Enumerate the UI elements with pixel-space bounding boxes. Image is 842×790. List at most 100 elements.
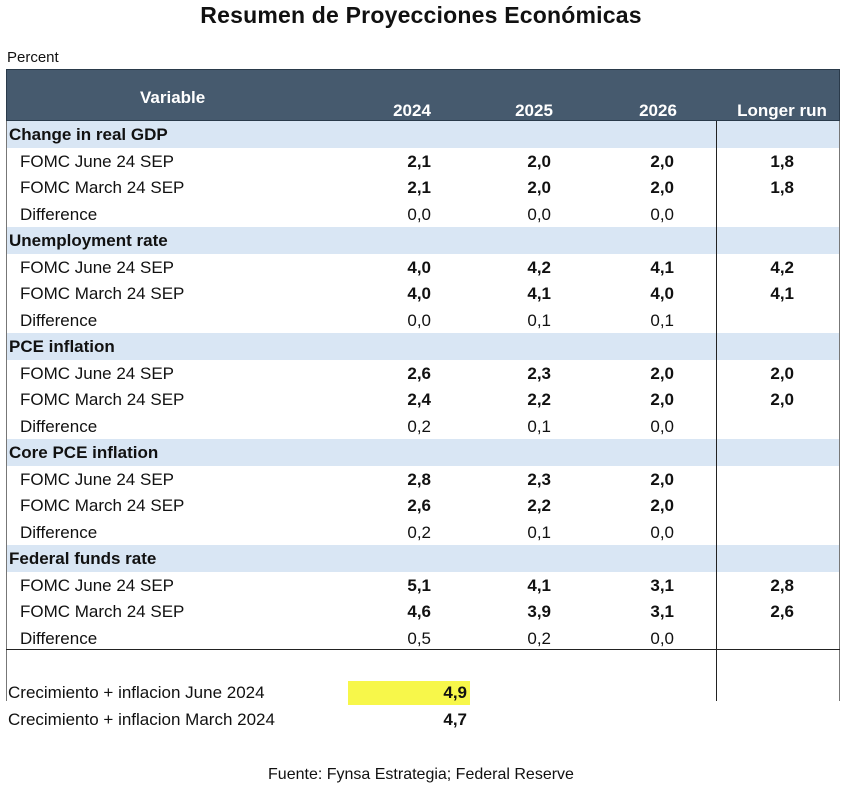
section-title: Change in real GDP	[9, 125, 168, 144]
row-label: Difference	[20, 522, 98, 542]
cell-v2026: 2,0	[650, 469, 674, 489]
cell-longer: 1,8	[770, 178, 794, 197]
header-year-2026: 2026	[639, 101, 677, 120]
cell-v2026: 3,1	[650, 602, 674, 621]
row-label: FOMC June 24 SEP	[20, 257, 175, 277]
table-left-border	[6, 121, 7, 701]
cell-longer: 4,1	[770, 284, 794, 303]
row-label: Difference	[20, 310, 98, 330]
cell-v2026: 0,1	[650, 310, 674, 330]
row-label: FOMC March 24 SEP	[20, 496, 185, 515]
cell-v2025: 2,3	[527, 363, 551, 383]
table-row: Difference 0,2 0,1 0,0	[6, 519, 840, 546]
table-row: FOMC June 24 SEP 2,8 2,3 2,0	[6, 466, 840, 493]
section-row: Unemployment rate	[6, 227, 840, 254]
table-row: FOMC March 24 SEP 2,6 2,2 2,0	[6, 492, 840, 519]
summary-value-march: 4,7	[443, 710, 467, 729]
header-year-2025: 2025	[515, 101, 553, 120]
row-label: Difference	[20, 204, 98, 224]
section-row: Core PCE inflation	[6, 439, 840, 466]
cell-v2026: 0,0	[650, 522, 674, 542]
cell-longer: 2,0	[770, 390, 794, 409]
longer-run-divider	[716, 121, 717, 701]
cell-v2024: 2,6	[407, 496, 431, 515]
row-label: FOMC June 24 SEP	[20, 575, 175, 595]
cell-v2024: 0,2	[407, 416, 431, 436]
header-year-2024: 2024	[393, 101, 431, 120]
cell-v2024: 5,1	[407, 575, 431, 595]
cell-v2025: 2,0	[527, 178, 551, 197]
table-row: Difference 0,5 0,2 0,0	[6, 625, 840, 652]
table-right-border	[839, 121, 840, 701]
cell-v2026: 3,1	[650, 575, 674, 595]
cell-v2025: 3,9	[527, 602, 551, 621]
cell-v2025: 2,0	[527, 151, 551, 171]
row-label: FOMC March 24 SEP	[20, 178, 185, 197]
table-row: FOMC June 24 SEP 5,1 4,1 3,1 2,8	[6, 572, 840, 599]
cell-v2024: 2,6	[407, 363, 431, 383]
table-row: FOMC June 24 SEP 2,6 2,3 2,0 2,0	[6, 360, 840, 387]
table-row: Difference 0,2 0,1 0,0	[6, 413, 840, 440]
cell-v2025: 0,2	[527, 628, 551, 648]
section-title: Core PCE inflation	[9, 443, 159, 462]
cell-v2025: 2,2	[527, 390, 551, 409]
row-label: FOMC March 24 SEP	[20, 284, 185, 303]
cell-v2024: 4,6	[407, 602, 431, 621]
cell-longer: 2,6	[770, 602, 794, 621]
cell-v2024: 0,0	[407, 204, 431, 224]
table-row: Difference 0,0 0,0 0,0	[6, 201, 840, 228]
cell-v2025: 4,2	[527, 257, 551, 277]
cell-v2026: 2,0	[650, 151, 674, 171]
section-title: Unemployment rate	[9, 231, 168, 250]
cell-v2026: 0,0	[650, 628, 674, 648]
header-longer-run: Longer run	[737, 101, 827, 120]
section-row: Change in real GDP	[6, 121, 840, 148]
cell-v2025: 2,2	[527, 496, 551, 515]
cell-v2024: 4,0	[407, 284, 431, 303]
page-title: Resumen de Proyecciones Económicas	[200, 2, 642, 28]
cell-longer: 2,0	[770, 363, 794, 383]
cell-v2026: 0,0	[650, 416, 674, 436]
table-row: FOMC March 24 SEP 4,6 3,9 3,1 2,6	[6, 598, 840, 625]
cell-v2024: 0,5	[407, 628, 431, 648]
row-label: FOMC June 24 SEP	[20, 363, 175, 383]
row-label: Difference	[20, 416, 98, 436]
cell-v2024: 2,4	[407, 390, 431, 409]
unit-label: Percent	[7, 49, 59, 66]
section-row: PCE inflation	[6, 333, 840, 360]
cell-v2025: 0,0	[527, 204, 551, 224]
cell-v2025: 0,1	[527, 416, 551, 436]
cell-v2026: 4,0	[650, 284, 674, 303]
table-row: FOMC March 24 SEP 4,0 4,1 4,0 4,1	[6, 280, 840, 307]
cell-v2025: 4,1	[527, 575, 551, 595]
row-label: FOMC March 24 SEP	[20, 602, 185, 621]
header-variable: Variable	[140, 88, 206, 107]
cell-longer: 2,8	[770, 575, 794, 595]
cell-v2024: 0,2	[407, 522, 431, 542]
cell-v2026: 4,1	[650, 257, 674, 277]
table-row: FOMC March 24 SEP 2,4 2,2 2,0 2,0	[6, 386, 840, 413]
section-row: Federal funds rate	[6, 545, 840, 572]
cell-v2024: 0,0	[407, 310, 431, 330]
cell-v2024: 2,1	[407, 151, 431, 171]
section-title: Federal funds rate	[9, 549, 157, 568]
cell-v2025: 0,1	[527, 310, 551, 330]
row-label: Difference	[20, 628, 98, 648]
cell-v2025: 4,1	[527, 284, 551, 303]
source-note: Fuente: Fynsa Estrategia; Federal Reserv…	[268, 766, 574, 783]
cell-v2026: 2,0	[650, 496, 674, 515]
row-label: FOMC June 24 SEP	[20, 151, 175, 171]
cell-v2026: 2,0	[650, 390, 674, 409]
cell-v2025: 2,3	[527, 469, 551, 489]
cell-longer: 1,8	[770, 151, 794, 171]
row-label: FOMC March 24 SEP	[20, 390, 185, 409]
cell-longer: 4,2	[770, 257, 794, 277]
table-header: Variable 2024 2025 2026 Longer run	[6, 69, 840, 121]
cell-v2024: 2,8	[407, 469, 431, 489]
table-bottom-border	[6, 649, 840, 650]
cell-v2025: 0,1	[527, 522, 551, 542]
section-title: PCE inflation	[9, 337, 115, 356]
table-row: Difference 0,0 0,1 0,1	[6, 307, 840, 334]
table-row: FOMC June 24 SEP 2,1 2,0 2,0 1,8	[6, 148, 840, 175]
cell-v2024: 4,0	[407, 257, 431, 277]
